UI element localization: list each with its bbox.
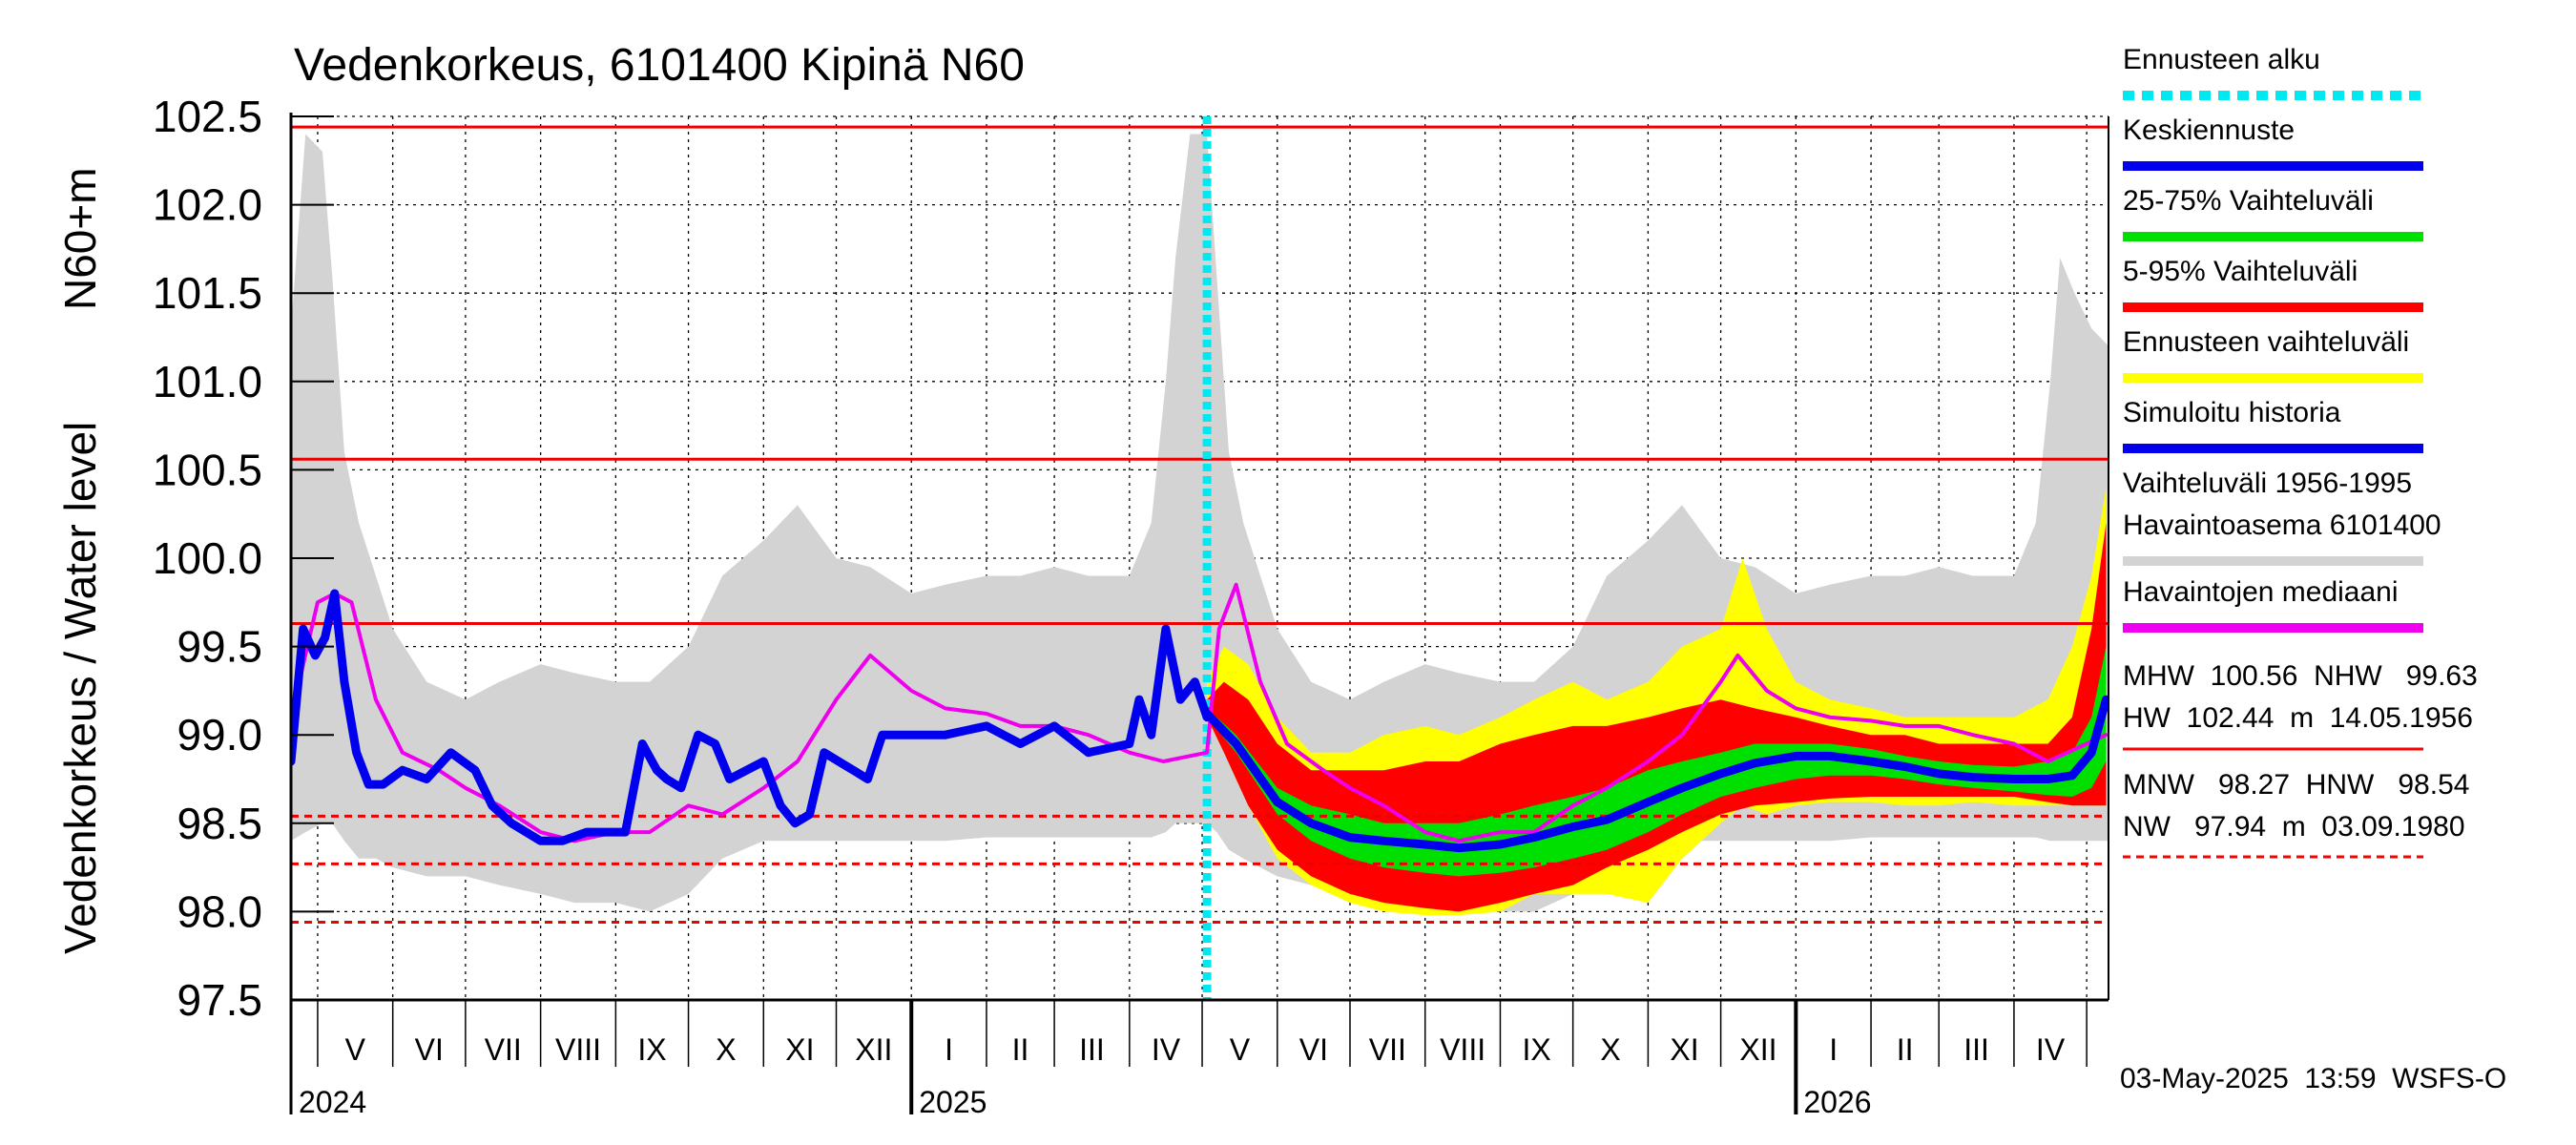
legend-label-ennusteen-vaihteluv-li: Ennusteen vaihteluväli <box>2123 326 2409 358</box>
y-tick-label: 98.0 <box>177 886 262 936</box>
series-lines <box>291 582 2109 853</box>
month-label: IV <box>2036 1032 2066 1067</box>
y-tick-label: 102.0 <box>153 180 262 230</box>
month-label: II <box>1897 1032 1914 1067</box>
y-tick-label: 97.5 <box>177 975 262 1025</box>
year-label: 2025 <box>919 1085 987 1119</box>
month-label: IX <box>637 1032 666 1067</box>
month-label: V <box>345 1032 366 1067</box>
reference-lines <box>291 116 2109 1000</box>
y-tick-label: 99.0 <box>177 710 262 760</box>
y-tick-label: 101.0 <box>153 357 262 406</box>
band-25-75-vaihteluv-li <box>1207 646 2107 877</box>
month-label: VII <box>1369 1032 1406 1067</box>
y-axis-unit: N60+m <box>55 167 105 310</box>
month-label: XI <box>1670 1032 1698 1067</box>
month-label: VI <box>415 1032 444 1067</box>
axes: 97.5 98.0 98.5 99.0 99.5 100.0 100.5 101.0 101.5… <box>153 92 2109 1119</box>
month-label: XII <box>855 1032 892 1067</box>
month-label: XI <box>785 1032 814 1067</box>
month-label: II <box>1012 1032 1029 1067</box>
month-label: IX <box>1522 1032 1550 1067</box>
stats-line-3: MNW 98.27 HNW 98.54 <box>2123 769 2469 801</box>
year-label: 2026 <box>1803 1085 1871 1119</box>
line-keskiennuste <box>1202 695 2109 853</box>
month-label: X <box>716 1032 736 1067</box>
month-label: III <box>1079 1032 1105 1067</box>
line-havaintojen-mediaani <box>291 582 2109 843</box>
band-5-95-vaihteluv-li <box>1207 523 2107 912</box>
month-label: V <box>1230 1032 1251 1067</box>
legend-label-25-75-vaihteluv-li: 25-75% Vaihteluväli <box>2123 185 2374 217</box>
y-tick-label: 98.5 <box>177 799 262 848</box>
legend-label-ennusteen-alku: Ennusteen alku <box>2123 44 2320 75</box>
legend-label-vaihteluv-li-1956-1995: Vaihteluväli 1956-1995 <box>2123 468 2412 499</box>
month-label: VIII <box>555 1032 601 1067</box>
chart-title: Vedenkorkeus, 6101400 Kipinä N60 <box>294 40 1025 91</box>
legend-label-simuloitu-historia: Simuloitu historia <box>2123 397 2341 428</box>
y-tick-label: 100.5 <box>153 445 262 494</box>
month-label: III <box>1963 1032 1989 1067</box>
legend-label-keskiennuste: Keskiennuste <box>2123 114 2295 146</box>
legend: Ennusteen alku Keskiennuste 25-75% Vaihtel… <box>2123 44 2441 633</box>
year-label: 2024 <box>299 1085 366 1119</box>
y-tick-label: 101.5 <box>153 268 262 318</box>
month-label: I <box>945 1032 953 1067</box>
month-label: VI <box>1299 1032 1328 1067</box>
footer-timestamp: 03-May-2025 13:59 WSFS-O <box>2120 1063 2506 1094</box>
month-label: IV <box>1152 1032 1181 1067</box>
stats-line-1: MHW 100.56 NHW 99.63 <box>2123 660 2478 692</box>
month-label: VII <box>485 1032 522 1067</box>
legend-label-havaintojen-mediaani: Havaintojen mediaani <box>2123 576 2399 608</box>
line-simuloitu-historia <box>291 589 1212 845</box>
y-tick-label: 100.0 <box>153 533 262 583</box>
month-label: X <box>1600 1032 1620 1067</box>
month-label: XII <box>1739 1032 1776 1067</box>
month-label: VIII <box>1440 1032 1485 1067</box>
stats-line-2: HW 102.44 m 14.05.1956 <box>2123 702 2473 734</box>
y-tick-label: 99.5 <box>177 622 262 672</box>
month-label: I <box>1829 1032 1838 1067</box>
stats-line-4: NW 97.94 m 03.09.1980 <box>2123 811 2465 843</box>
y-axis-label: Vedenkorkeus / Water level <box>55 422 105 954</box>
bands <box>291 134 2109 916</box>
legend-label-line2: Havaintoasema 6101400 <box>2123 510 2441 541</box>
y-tick-label: 102.5 <box>153 92 262 141</box>
legend-label-5-95-vaihteluv-li: 5-95% Vaihteluväli <box>2123 256 2358 287</box>
